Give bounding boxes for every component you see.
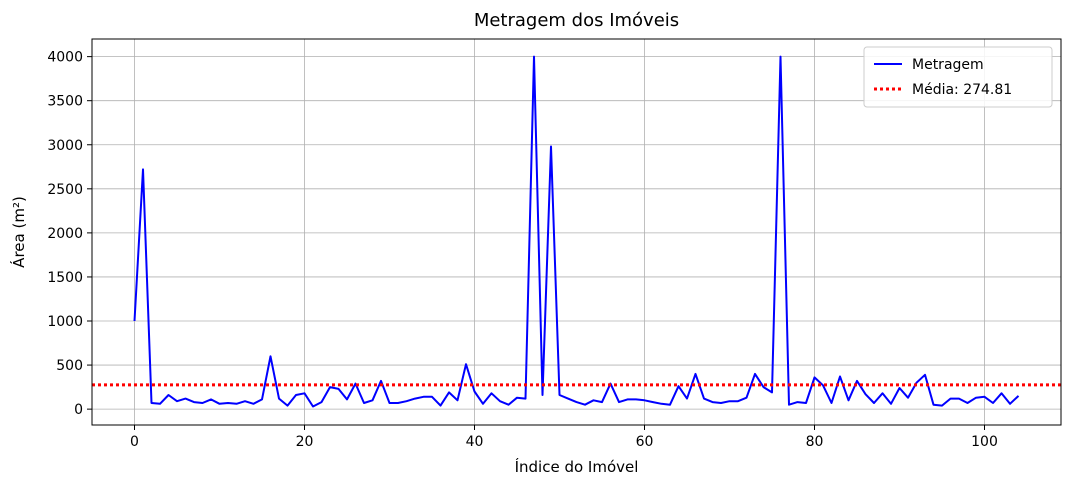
y-tick-label: 1000 [47, 314, 83, 330]
x-tick-label: 80 [806, 434, 824, 450]
x-tick-label: 0 [130, 434, 139, 450]
x-tick-label: 60 [636, 434, 654, 450]
x-axis-label: Índice do Imóvel [515, 457, 639, 476]
series-layer [92, 55, 1061, 408]
y-tick-label: 4000 [47, 50, 83, 66]
y-tick-label: 0 [74, 402, 83, 418]
x-tick-label: 20 [296, 434, 314, 450]
legend: Metragem Média: 274.81 [863, 46, 1053, 108]
y-tick-label: 2000 [47, 226, 83, 242]
y-tick-label: 3500 [47, 94, 83, 110]
series-line-metragem [133, 55, 1020, 408]
x-tick-label: 40 [466, 434, 484, 450]
y-tick-label: 3000 [47, 138, 83, 154]
legend-box [863, 46, 1053, 108]
y-axis-label: Área (m²) [9, 196, 28, 268]
axis-ticks: 0 20 40 60 80 1000500100015002000250030003500… [47, 50, 998, 450]
y-tick-label: 2500 [47, 182, 83, 198]
plot-frame [91, 38, 1062, 426]
grid-lines [92, 39, 1061, 425]
legend-label-media: Média: 274.81 [912, 82, 1012, 98]
y-tick-label: 1500 [47, 270, 83, 286]
y-tick-label: 500 [56, 358, 83, 374]
x-tick-label: 100 [971, 434, 998, 450]
legend-label-metragem: Metragem [912, 57, 984, 73]
chart-title: Metragem dos Imóveis [474, 10, 679, 31]
